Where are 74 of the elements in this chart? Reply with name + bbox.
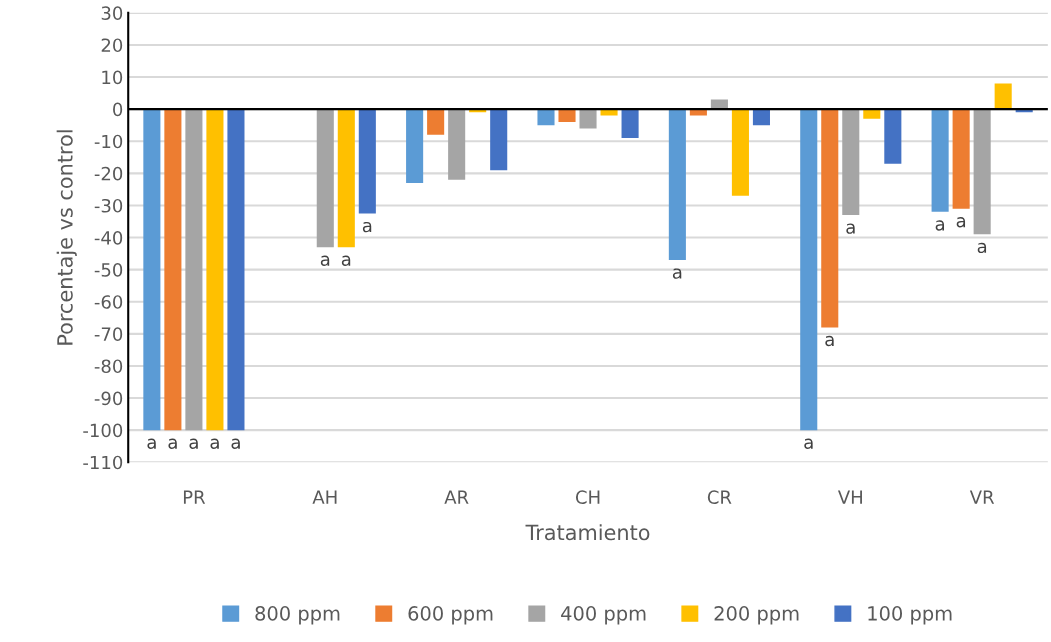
bar: [579, 109, 597, 129]
bar: [558, 109, 576, 122]
bar: [316, 109, 334, 248]
bar: [952, 109, 970, 209]
bar: [931, 109, 949, 212]
x-tick-label: AR: [444, 490, 469, 504]
bar: [731, 109, 749, 196]
y-tick-label: -20: [94, 166, 123, 181]
bar: [800, 109, 818, 431]
bar: [358, 109, 376, 214]
x-tick-label: AH: [312, 490, 337, 504]
data-label: a: [825, 335, 834, 347]
bar: [427, 109, 445, 135]
data-label: a: [672, 268, 682, 279]
y-tick-label: -30: [94, 198, 123, 213]
bar: [143, 109, 161, 431]
bar: [206, 109, 224, 431]
bar: [337, 109, 355, 248]
legend-label: 100 ppm: [868, 606, 952, 625]
x-tick-label: CH: [575, 490, 600, 504]
y-tick-label: 20: [101, 38, 123, 53]
x-tick-label: VR: [969, 490, 995, 504]
y-tick-label: 30: [101, 6, 123, 20]
data-label: a: [320, 255, 330, 266]
bar: [821, 109, 839, 328]
bar: [689, 109, 707, 116]
y-tick-label: 10: [102, 70, 123, 85]
data-label: a: [956, 217, 966, 228]
y-tick-label: -100: [83, 423, 123, 438]
y-tick-label: -70: [94, 327, 123, 341]
y-tick-label: 0: [113, 102, 123, 117]
data-label: a: [846, 223, 855, 234]
data-label: a: [804, 438, 813, 449]
x-axis-title: Tratamiento: [525, 524, 650, 541]
x-tick-label: PR: [183, 490, 206, 504]
y-tick-label: -40: [94, 231, 123, 245]
x-tick-label: CR: [707, 490, 732, 504]
bar: [600, 109, 618, 116]
bar: [185, 109, 203, 431]
bar: [884, 109, 902, 164]
bar: [752, 109, 770, 126]
y-axis-title: Porcentaje vs control: [56, 130, 77, 345]
legend-label: 400 ppm: [561, 606, 646, 625]
legend-label: 600 ppm: [408, 606, 493, 625]
y-tick-label: -90: [94, 391, 123, 406]
data-label: a: [362, 221, 372, 233]
data-label: a: [977, 242, 987, 254]
y-tick-label: -10: [94, 134, 123, 149]
data-label: a: [147, 438, 156, 449]
y-tick-label: -80: [94, 359, 123, 374]
y-tick-label: -110: [83, 455, 123, 470]
data-label: a: [341, 255, 351, 266]
legend-label: 800 ppm: [255, 606, 340, 625]
bar: [994, 83, 1012, 110]
legend-label: 200 ppm: [714, 606, 799, 625]
data-label: a: [935, 220, 945, 231]
bar: [448, 109, 466, 180]
data-label: a: [231, 438, 240, 449]
bar: [490, 109, 508, 171]
bar: [406, 109, 424, 183]
y-tick-label: -60: [94, 295, 123, 309]
data-label: a: [168, 438, 177, 449]
x-tick-label: VH: [837, 490, 862, 504]
bar: [537, 109, 555, 126]
bar: [621, 109, 639, 139]
bar: [842, 109, 860, 216]
data-label: a: [210, 438, 219, 449]
bar: [973, 109, 991, 235]
bar: [227, 109, 245, 431]
bar: [863, 109, 881, 119]
bar: [164, 109, 182, 431]
data-label: a: [189, 438, 198, 449]
bar: [668, 109, 686, 261]
y-tick-label: -50: [94, 263, 123, 277]
